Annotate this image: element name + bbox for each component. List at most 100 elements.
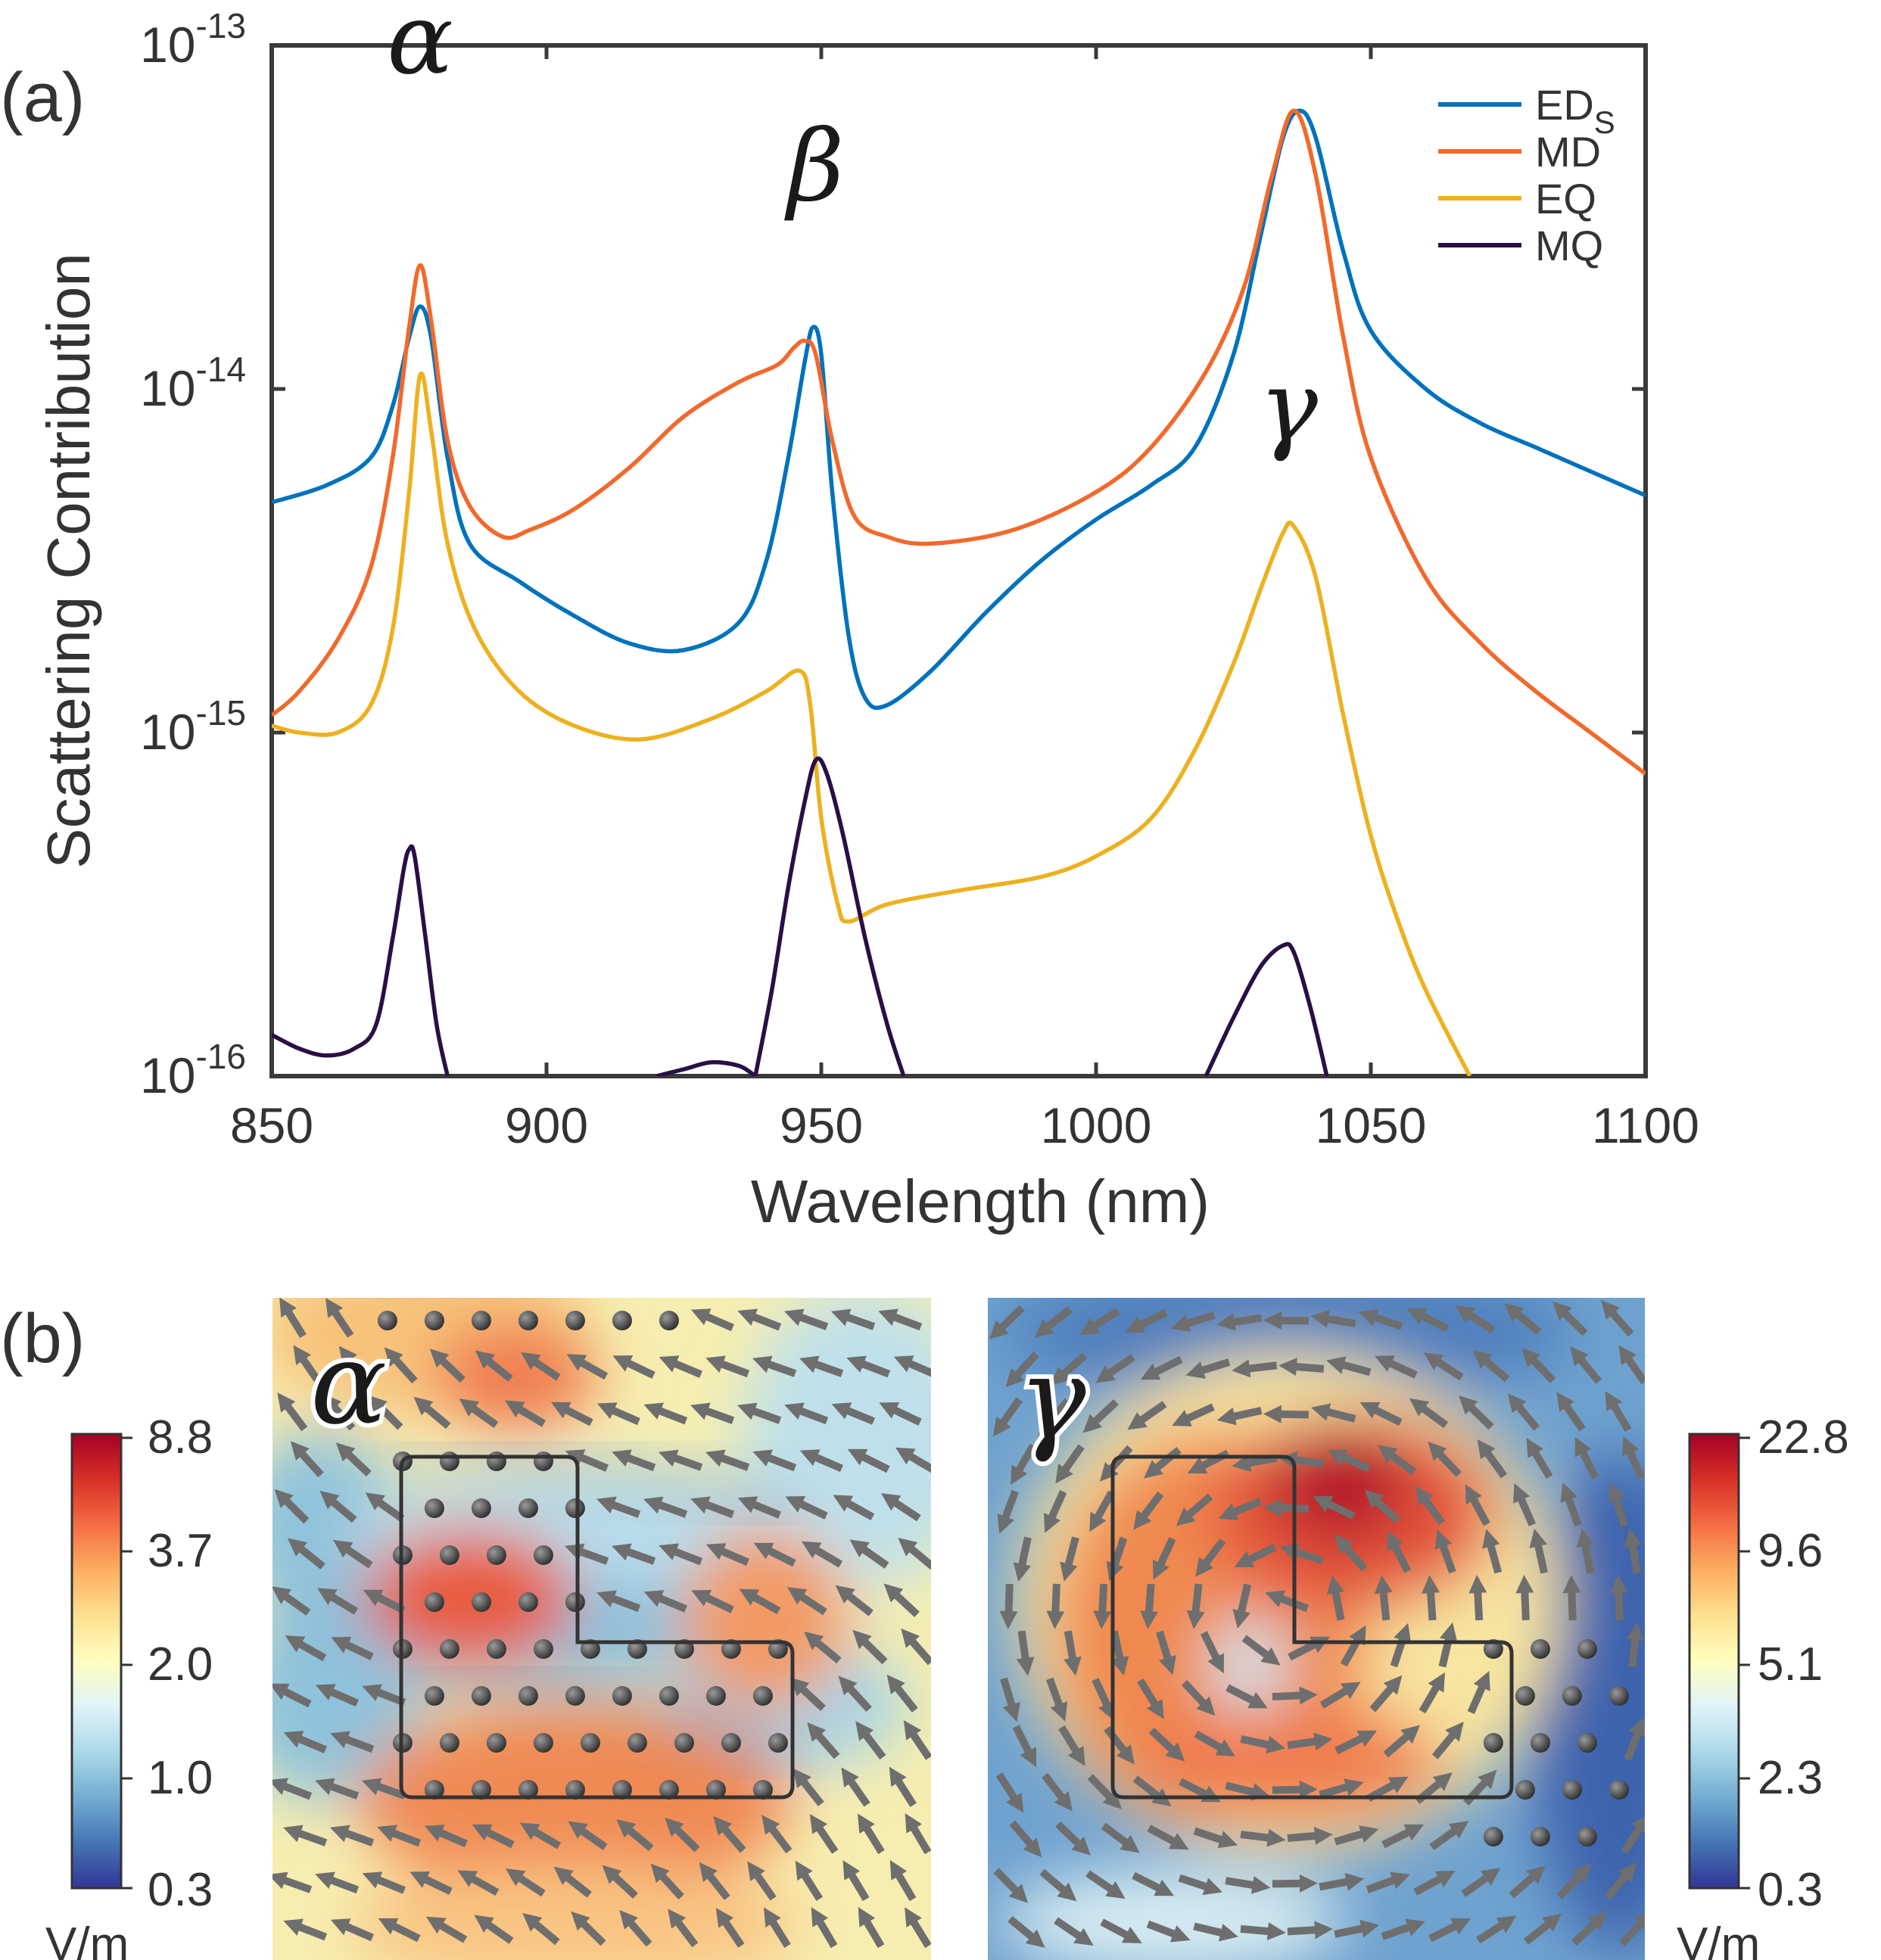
- field-arrow: [879, 1402, 922, 1426]
- y-tick-base: 10: [140, 1047, 195, 1103]
- field-arrow: [999, 1583, 1018, 1629]
- field-arrow: [1143, 1447, 1182, 1479]
- legend-entry: EQ: [1535, 175, 1596, 222]
- legend-entry-subscript: S: [1594, 104, 1615, 140]
- field-arrow: [895, 1447, 931, 1473]
- field-point-out-of-plane: [565, 1780, 585, 1800]
- field-arrow: [1472, 1349, 1510, 1383]
- field-arrow: [1172, 1403, 1215, 1426]
- field-arrow: [519, 1822, 562, 1850]
- field-arrow: [1146, 1920, 1191, 1943]
- field-point-out-of-plane: [1530, 1733, 1550, 1753]
- field-arrow: [833, 1495, 875, 1521]
- field-arrow: [1552, 1301, 1588, 1336]
- field-arrow: [1459, 1395, 1494, 1430]
- x-tick-label: 1050: [1316, 1097, 1427, 1153]
- field-arrow: [272, 1778, 313, 1800]
- field-arrow: [1438, 1622, 1458, 1668]
- field-arrow: [1137, 1678, 1164, 1719]
- field-arrow: [1179, 1778, 1222, 1803]
- field-point-out-of-plane: [768, 1733, 788, 1753]
- field-arrow: [1461, 1868, 1501, 1897]
- y-tick-label: 10-14: [140, 350, 246, 416]
- field-point-out-of-plane: [659, 1311, 679, 1330]
- field-point-out-of-plane: [1609, 1780, 1629, 1800]
- field-arrow: [1310, 1310, 1356, 1328]
- field-arrow: [1311, 1403, 1356, 1423]
- field-point-out-of-plane: [471, 1686, 491, 1706]
- colorbar-alpha-tick-3: 1.0: [148, 1752, 213, 1804]
- field-arrow: [1085, 1870, 1126, 1899]
- field-arrow: [1194, 1730, 1236, 1756]
- field-arrow: [1378, 1445, 1417, 1476]
- field-point-out-of-plane: [424, 1498, 444, 1518]
- field-arrow: [1413, 1871, 1456, 1896]
- field-arrow: [665, 1817, 700, 1853]
- field-point-out-of-plane: [533, 1545, 553, 1565]
- series-mq-line: [1204, 941, 1329, 1076]
- colorbar-alpha-unit: V/m: [45, 1918, 129, 1960]
- field-arrow: [993, 1397, 1023, 1437]
- x-tick-labels: 850 900 950 1000 1050 1100: [230, 1097, 1699, 1153]
- field-arrow: [1313, 1495, 1356, 1520]
- field-arrow: [1092, 1678, 1115, 1721]
- field-point-out-of-plane: [486, 1451, 506, 1471]
- field-point-out-of-plane: [565, 1592, 585, 1612]
- field-arrow: [1381, 1824, 1425, 1849]
- field-arrow: [272, 1871, 313, 1893]
- legend-entry: MQ: [1535, 222, 1603, 269]
- field-point-out-of-plane: [612, 1780, 632, 1800]
- field-arrow: [793, 1768, 824, 1806]
- panel-label-a: (a): [0, 59, 85, 136]
- field-point-out-of-plane: [424, 1592, 444, 1612]
- field-point-out-of-plane: [518, 1498, 538, 1518]
- field-point-out-of-plane: [1530, 1639, 1550, 1659]
- field-point-out-of-plane: [565, 1311, 585, 1330]
- field-arrow: [643, 1402, 688, 1425]
- field-arrow: [612, 1449, 656, 1472]
- field-arrow: [643, 1590, 687, 1613]
- field-arrow: [1152, 1537, 1176, 1580]
- field-arrow: [880, 1493, 921, 1522]
- field-arrow: [1556, 1863, 1591, 1899]
- x-tick-label: 1000: [1041, 1097, 1152, 1153]
- field-arrow: [878, 1308, 923, 1331]
- field-point-out-of-plane: [439, 1639, 459, 1659]
- field-arrow: [1104, 1725, 1135, 1765]
- field-arrow: [596, 1590, 641, 1613]
- field-arrow: [1415, 1486, 1445, 1526]
- field-arrow: [1387, 1530, 1412, 1573]
- field-arrow: [1055, 1821, 1091, 1856]
- series-ed-s-line: [272, 108, 1646, 711]
- field-arrow: [852, 1629, 888, 1665]
- field-arrow: [1241, 1635, 1281, 1666]
- field-arrow: [1240, 1735, 1286, 1754]
- field-arrow: [472, 1824, 515, 1849]
- field-arrow: [1042, 1772, 1073, 1812]
- field-arrow: [1101, 1822, 1140, 1853]
- field-arrow: [1326, 1356, 1372, 1377]
- field-arrow: [1240, 1828, 1286, 1847]
- colorbar-gamma-tick-2: 5.1: [1758, 1638, 1823, 1691]
- field-arrow: [1465, 1484, 1490, 1526]
- x-tick-label: 850: [230, 1097, 313, 1153]
- field-point-out-of-plane: [377, 1311, 397, 1330]
- field-arrow: [1428, 1918, 1471, 1943]
- field-arrow: [1428, 1441, 1462, 1477]
- field-arrow: [1278, 1358, 1325, 1377]
- field-arrow: [1095, 1354, 1135, 1383]
- field-arrow: [1369, 1675, 1403, 1713]
- field-arrow: [1287, 1827, 1333, 1845]
- field-arrow: [596, 1402, 640, 1426]
- field-arrow: [279, 1298, 307, 1339]
- field-arrow: [831, 1402, 875, 1425]
- field-point-out-of-plane: [752, 1780, 773, 1800]
- x-tick-label: 950: [780, 1097, 863, 1153]
- field-arrow: [811, 1906, 838, 1949]
- field-arrow: [761, 1815, 793, 1854]
- field-arrow: [1319, 1682, 1361, 1709]
- field-point-out-of-plane: [471, 1592, 491, 1612]
- field-arrow: [1319, 1778, 1364, 1799]
- field-arrow: [1521, 1348, 1556, 1383]
